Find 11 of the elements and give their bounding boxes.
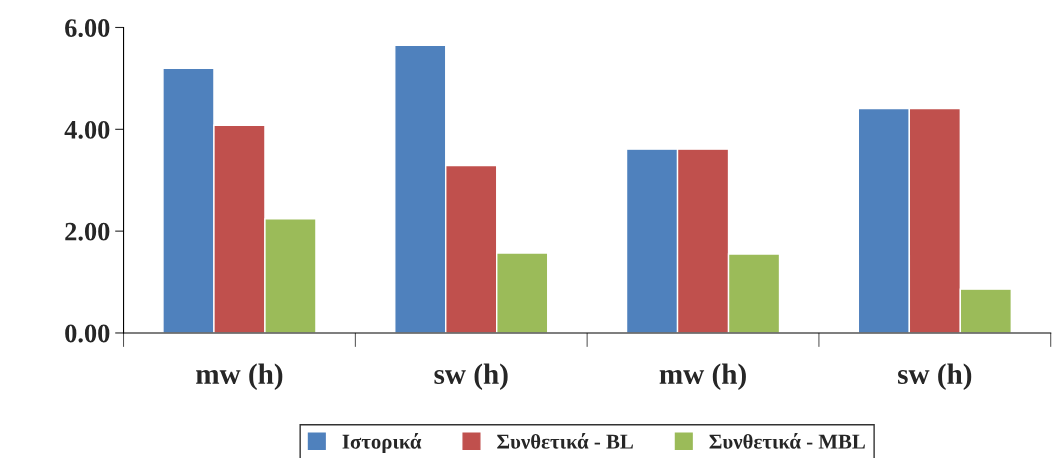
x-tick-label: mw (h) [196,363,283,390]
legend-label: Συνθετικά - MBL [709,433,865,449]
x-tick-label: mw (h) [659,363,746,390]
x-tick-label: sw (h) [434,363,508,390]
y-tick-label: 0.00 [65,324,110,343]
y-tick-label: 6.00 [65,19,110,38]
y-tick-label: 4.00 [64,120,110,139]
x-tick-label: sw (h) [898,363,972,390]
y-tick-label: 2.00 [65,222,110,241]
legend-label: Ιστορικά [342,433,422,453]
legend-label: Συνθετικά - BL [497,433,633,449]
